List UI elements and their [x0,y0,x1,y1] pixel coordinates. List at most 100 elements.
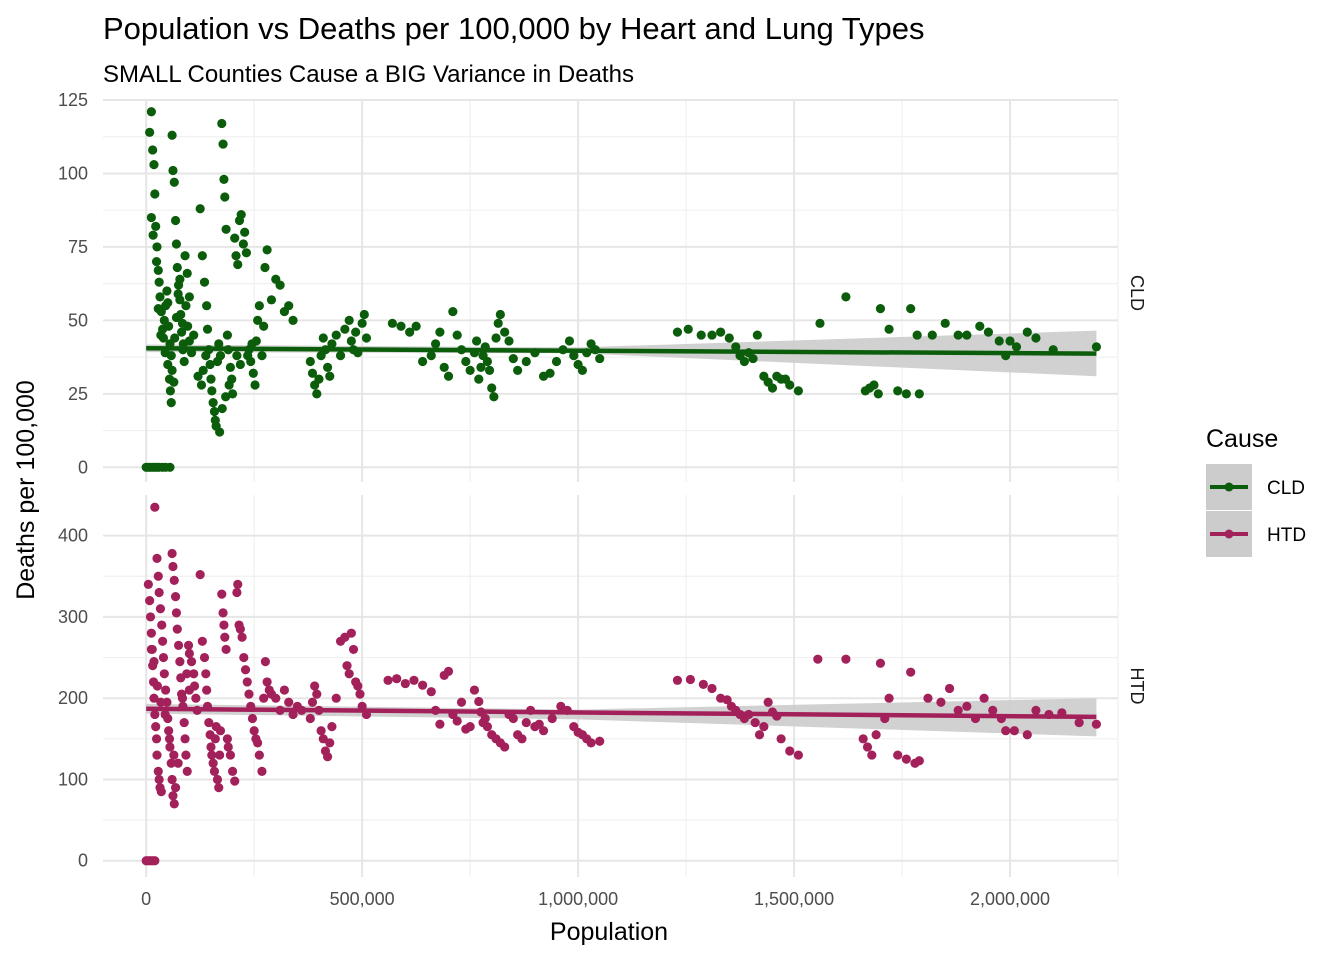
data-point-cld [491,333,501,343]
data-point-cld [472,336,482,346]
data-point-htd [170,782,181,793]
data-point-cld [183,321,193,331]
data-point-htd [240,665,251,675]
data-point-htd [257,766,267,776]
chart-subtitle: SMALL Counties Cause a BIG Variance in D… [103,61,634,88]
data-point-cld [227,389,238,399]
data-point-cld [748,353,758,364]
data-point-htd [254,750,264,760]
data-point-cld [504,336,514,346]
data-point-htd [230,776,240,786]
data-point-htd [151,734,162,744]
legend-title: Cause [1206,425,1278,453]
y-tick-label-cld: 50 [68,310,88,330]
data-point-htd [482,722,493,732]
data-point-htd [151,722,161,732]
data-point-htd [346,628,356,638]
data-point-htd [169,750,179,760]
x-tick-label: 2,000,000 [970,889,1050,909]
data-point-htd [586,738,596,748]
data-point-htd [184,685,194,695]
data-point-htd [201,669,211,679]
data-point-htd [348,644,359,655]
data-point-cld [170,333,180,343]
data-point-htd [508,713,518,724]
data-point-cld [259,321,269,331]
data-point-cld [208,398,218,408]
data-point-htd [480,713,490,724]
data-point-htd [342,661,352,671]
data-point-cld [716,327,726,337]
data-point-htd [191,693,201,703]
facet-panel-htd: 0 100 200 300 400 [58,495,1119,877]
data-point-htd [146,628,156,638]
data-point-cld [815,318,825,328]
data-point-htd [150,709,160,720]
data-point-htd [465,722,475,732]
data-point-htd [456,697,467,707]
data-point-htd [305,713,315,724]
data-point-cld [476,362,486,372]
data-point-htd [813,654,823,664]
data-point-cld [340,324,350,334]
data-point-htd [944,683,955,694]
data-point-cld [231,251,241,261]
data-point-htd [222,734,232,744]
data-point-htd [154,587,164,598]
data-point-cld [202,324,213,334]
y-tick-label-cld: 75 [68,237,88,257]
data-point-cld [156,330,166,340]
data-point-htd [155,604,166,614]
data-point-htd [169,575,179,585]
data-point-htd [227,766,238,776]
data-point-cld [461,356,471,367]
data-point-htd [223,742,233,752]
data-point-cld [177,327,187,337]
data-point-cld [206,374,216,384]
data-point-htd [169,799,179,809]
data-point-cld [167,365,177,375]
data-point-htd [235,624,245,634]
data-point-cld [901,389,911,399]
data-point-cld [148,145,158,155]
data-point-htd [409,675,419,685]
data-point-htd [167,548,177,559]
y-tick-label-cld: 25 [68,384,88,404]
data-point-cld [154,277,164,287]
data-point-htd [344,669,354,679]
data-point-htd [247,713,258,724]
data-point-cld [551,356,562,367]
data-point-cld [284,301,294,311]
data-point-htd [145,612,156,622]
x-tick-label: 1,500,000 [754,889,834,909]
data-point-htd [173,758,183,768]
data-point-htd [152,681,163,691]
data-point-cld [214,339,224,349]
data-point-htd [233,579,243,590]
confidence-band-cld [146,330,1097,377]
data-point-htd [158,652,169,663]
data-point-htd [160,709,170,720]
data-point-cld [201,351,211,361]
data-point-cld [166,398,176,408]
data-point-cld [405,327,415,337]
data-point-htd [164,726,174,736]
trend-line-htd [146,706,1097,720]
legend-label-htd: HTD [1267,525,1306,546]
data-point-htd [183,640,194,650]
data-point-htd [325,738,335,748]
data-point-cld [171,312,182,323]
data-point-htd [776,734,786,744]
data-point-cld [1011,342,1022,352]
data-point-cld [146,212,156,223]
data-point-htd [149,657,159,667]
data-point-cld [253,315,263,325]
data-point-htd [158,636,168,646]
data-point-htd [316,726,326,736]
data-point-cld [179,356,189,367]
data-point-cld [181,301,191,311]
data-point-cld [443,371,454,381]
data-point-cld [233,259,243,270]
data-point-htd [232,587,242,598]
data-point-cld [484,365,495,375]
